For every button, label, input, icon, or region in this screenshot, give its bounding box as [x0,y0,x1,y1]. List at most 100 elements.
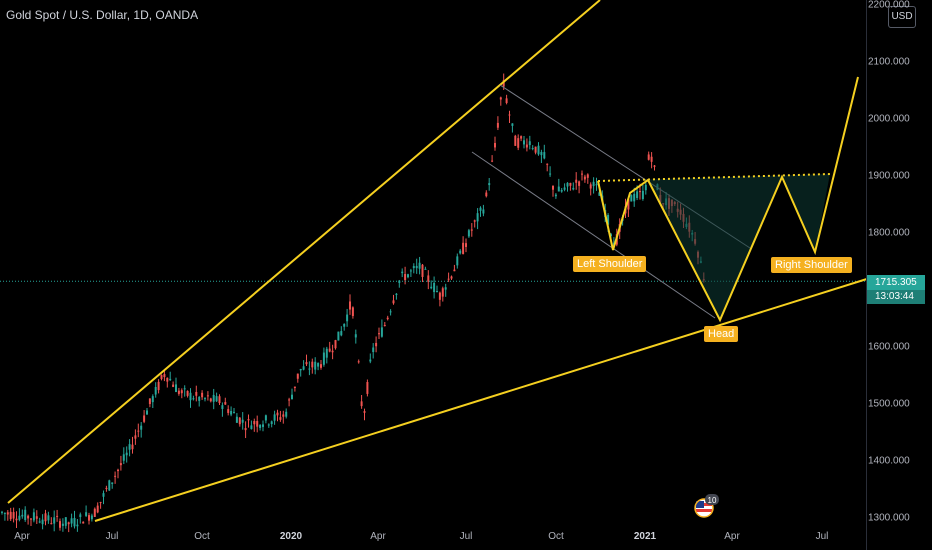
candle-body [276,412,279,416]
candle-body [578,181,581,186]
candle-body [436,290,438,292]
candle-body [575,179,578,183]
candle-body [27,515,30,519]
candle-body [53,517,56,524]
candle-body [412,266,415,269]
candle-body [572,187,575,190]
candle-body [143,415,146,422]
candle-body [311,361,314,368]
candle-body [233,411,235,413]
candle-body [386,317,389,320]
candle-body [421,264,424,277]
candle-body [630,195,633,202]
candle-body [430,286,433,289]
right-shoulder-label[interactable]: Right Shoulder [771,257,852,273]
candle-body [441,288,444,297]
candle-body [250,425,253,430]
candle-body [198,397,201,401]
candle-body [183,388,186,390]
candle-body [650,156,653,162]
candle-body [328,348,331,352]
candle-body [157,381,160,391]
candle-body [3,512,6,514]
time-tick: Apr [370,531,386,542]
countdown-label: 13:03:44 [867,290,925,304]
candle-body [508,114,511,116]
candle-body [267,424,270,426]
candle-body [111,482,114,484]
candle-body [610,234,612,237]
candle-body [552,185,554,190]
head-and-shoulders-path [597,76,859,323]
candle-body [18,515,21,520]
currency-button[interactable]: USD [888,6,916,28]
candle-body [186,390,189,396]
candle-body [392,300,395,304]
candle-body [589,184,592,189]
candle-body [169,378,172,381]
candle-body [38,521,41,523]
candle-body [581,173,583,175]
candle-body [128,444,131,450]
candle-body [47,515,50,521]
candle-body [349,301,351,310]
candle-body [517,138,520,148]
candle-body [383,325,386,327]
pattern-fill [598,174,830,320]
candle-body [299,368,302,371]
candle-body [134,435,137,439]
candle-body [465,243,467,247]
candle-body [409,270,412,272]
price-tick: 2200.000 [868,0,910,11]
candle-body [279,417,282,420]
price-tick: 1900.000 [868,170,910,182]
candle-body [12,512,15,519]
candle-body [56,515,59,517]
candle-body [148,398,151,405]
candle-body [264,415,267,421]
candle-body [360,401,363,407]
candle-body [270,421,273,425]
candle-body [314,361,317,370]
flag-icon: 10 [694,494,719,518]
candle-body [114,475,117,477]
candle-body [204,398,206,400]
left-shoulder-label[interactable]: Left Shoulder [573,256,647,272]
candle-body [9,511,12,520]
candle-body [491,160,494,162]
candle-body [560,190,563,192]
candle-body [546,163,549,165]
events-badge[interactable]: 10 [693,494,721,518]
time-tick-year: 2021 [633,531,657,542]
candle-body [79,514,82,517]
candle-body [418,262,421,269]
candle-body [595,184,598,186]
candle-body [363,411,366,413]
candle-body [146,410,148,415]
candle-body [586,174,589,178]
candle-body [450,276,453,279]
candle-body [566,182,569,187]
candle-body [209,398,212,402]
candle-body [343,323,346,327]
candle-body [514,135,517,146]
candle-body [351,307,354,317]
candle-body [366,382,369,394]
candle-body [528,141,531,146]
candle-body [41,519,44,525]
candle-body [137,430,140,432]
price-tick: 1300.000 [868,512,910,524]
time-tick: Oct [548,531,564,542]
candle-body [647,154,650,160]
candle-body [372,347,375,353]
candle-body [444,287,447,290]
candle-body [293,386,296,389]
head-label[interactable]: Head [704,326,739,342]
candle-body [282,414,285,417]
candle-body [499,97,502,100]
candle-body [438,292,441,300]
candle-body [627,199,630,210]
candle-body [485,192,488,197]
